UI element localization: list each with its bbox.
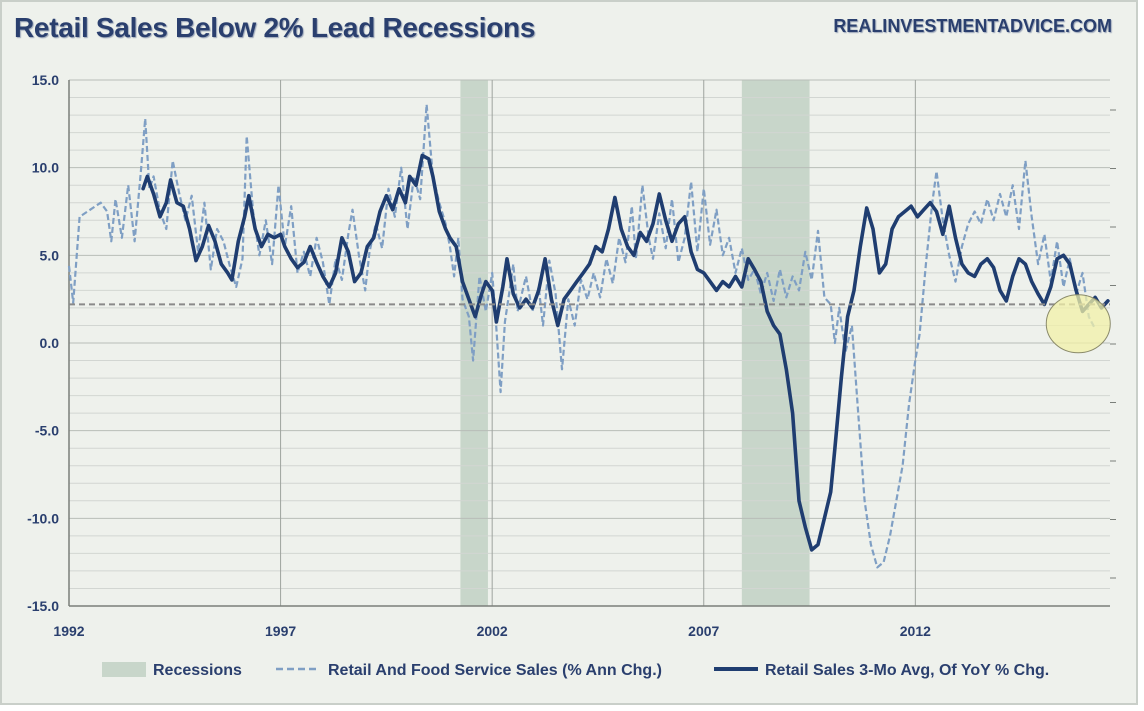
legend-swatch-recessions xyxy=(102,662,146,677)
x-tick-label: 2012 xyxy=(900,623,931,639)
x-tick-label: 1997 xyxy=(265,623,296,639)
chart-svg: 15.0 10.0 5.0 0.0 -5.0 -10.0 -15.0 1992 1997 2002… xyxy=(27,72,1116,679)
tick-labels: 15.0 10.0 5.0 0.0 -5.0 -10.0 -15.0 1992 1997 2002… xyxy=(27,72,931,639)
y-tick-label: 10.0 xyxy=(32,160,59,176)
legend: Recessions Retail And Food Service Sales… xyxy=(102,662,1049,679)
brand-watermark: REALINVESTMENTADVICE.COM xyxy=(833,16,1112,36)
series-lines xyxy=(67,103,1110,569)
y-tick-label: -5.0 xyxy=(35,423,59,439)
series-3mo-avg xyxy=(141,153,1110,552)
legend-label-recessions: Recessions xyxy=(153,662,242,679)
series-retail-food-sales xyxy=(67,103,1097,569)
annotations xyxy=(69,294,1111,354)
y-tick-label: 0.0 xyxy=(40,335,60,351)
x-tick-label: 2007 xyxy=(688,623,719,639)
y-tick-label: 15.0 xyxy=(32,72,59,88)
y-tick-label: -10.0 xyxy=(27,510,59,526)
y-tick-label: -15.0 xyxy=(27,598,59,614)
legend-label-retail-food: Retail And Food Service Sales (% Ann Chg… xyxy=(328,662,662,679)
highlight-circle xyxy=(1045,294,1111,354)
chart-title: Retail Sales Below 2% Lead Recessions xyxy=(14,12,536,43)
x-tick-label: 2002 xyxy=(477,623,508,639)
y-tick-label: 5.0 xyxy=(40,247,60,263)
axes xyxy=(68,80,1116,607)
legend-label-3mo-avg: Retail Sales 3-Mo Avg, Of YoY % Chg. xyxy=(765,662,1049,679)
x-tick-label: 1992 xyxy=(53,623,84,639)
